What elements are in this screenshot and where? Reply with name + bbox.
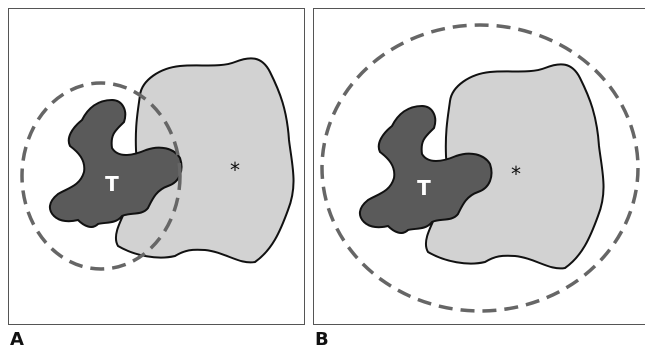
panel-label: A: [10, 329, 24, 348]
figure: T * A T * B: [0, 0, 645, 348]
region-label: *: [230, 158, 240, 182]
tumor-label: T: [105, 172, 119, 196]
region-label: *: [511, 162, 521, 186]
tumor-label: T: [417, 176, 431, 200]
panel-label: B: [315, 329, 329, 348]
